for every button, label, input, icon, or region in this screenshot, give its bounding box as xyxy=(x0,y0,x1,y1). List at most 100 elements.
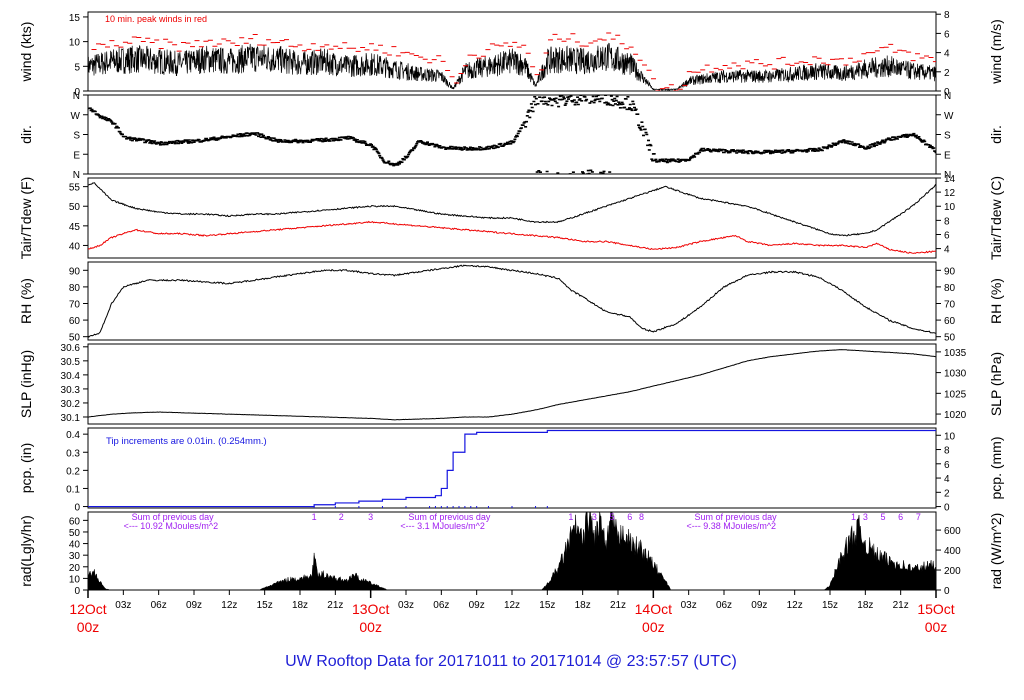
right-tick-label: 6 xyxy=(944,460,950,471)
right-axis-title: RH (%) xyxy=(988,278,1004,324)
time-tick-label: 21z xyxy=(893,600,909,611)
right-tick-label: 0 xyxy=(944,503,950,514)
day-date-label: 13Oct xyxy=(352,601,389,617)
left-tick-label: 50 xyxy=(69,333,81,344)
daily-sum-line2: <--- 3.1 MJoules/m^2 xyxy=(400,521,485,531)
panel-rh: 50 60 70 80 90 50 60 70 80 90 RH (%) RH (%) xyxy=(18,261,1004,344)
time-tick-label: 06z xyxy=(151,600,167,611)
left-axis-title: Tair/Tdew (F) xyxy=(18,177,34,259)
left-axis-title: rad(Lgly/hr) xyxy=(18,515,34,587)
panel-annotation-pcp: Tip increments are 0.01in. (0.254mm.) xyxy=(106,436,267,447)
time-tick-label: 09z xyxy=(469,600,485,611)
left-tick-label: 80 xyxy=(69,283,81,294)
right-tick-label: S xyxy=(944,131,951,142)
left-tick-label: 50 xyxy=(69,528,81,539)
left-tick-label: 55 xyxy=(69,183,81,194)
series-wind-direction xyxy=(88,95,936,174)
panel-frame-temp xyxy=(87,177,937,259)
time-tick-label: 21z xyxy=(327,600,343,611)
time-tick-label: 12z xyxy=(221,600,237,611)
left-tick-label: 30.6 xyxy=(61,343,81,354)
left-tick-label: 10 xyxy=(69,574,81,585)
left-axis-title: pcp. (in) xyxy=(18,443,34,494)
left-tick-label: 30.2 xyxy=(61,399,81,410)
series-tdew xyxy=(88,220,936,254)
right-tick-label: 8 xyxy=(944,216,950,227)
hour-marker-label: 5 xyxy=(880,512,885,522)
left-tick-label: S xyxy=(73,131,80,142)
left-tick-label: 0.1 xyxy=(66,484,80,495)
series-rh xyxy=(88,264,936,338)
right-tick-label: 200 xyxy=(944,566,961,577)
right-axis-title: SLP (hPa) xyxy=(988,352,1004,416)
time-tick-label: 15z xyxy=(822,600,838,611)
left-tick-label: 60 xyxy=(69,316,81,327)
left-tick-label: 0.2 xyxy=(66,466,80,477)
left-tick-label: 60 xyxy=(69,516,81,527)
panel-slp: 30.1 30.2 30.3 30.4 30.5 30.6 1020 1025 1030 1035… xyxy=(18,343,1004,425)
hour-marker-label: 2 xyxy=(339,512,344,522)
left-tick-label: 40 xyxy=(69,241,81,252)
time-tick-label: 06z xyxy=(716,600,732,611)
left-tick-label: 30.3 xyxy=(61,385,81,396)
right-tick-label: 4 xyxy=(944,474,950,485)
time-tick-label: 12z xyxy=(787,600,803,611)
left-axis-title: SLP (inHg) xyxy=(18,350,34,418)
right-tick-label: 8 xyxy=(944,10,950,21)
right-tick-label: 4 xyxy=(944,245,950,256)
time-tick-label: 09z xyxy=(186,600,202,611)
right-tick-label: 4 xyxy=(944,49,950,60)
right-tick-label: 6 xyxy=(944,230,950,241)
hour-marker-label: 3 xyxy=(592,512,597,522)
right-tick-label: N xyxy=(944,91,951,102)
hour-marker-label: 6 xyxy=(627,512,632,522)
left-tick-label: 0 xyxy=(74,503,80,514)
day-time-label: 00z xyxy=(642,619,665,635)
time-tick-label: 03z xyxy=(681,600,697,611)
right-tick-label: 1025 xyxy=(944,389,967,400)
left-axis-title: dir. xyxy=(18,125,34,144)
day-time-label: 00z xyxy=(77,619,100,635)
plot-area-wind xyxy=(88,32,936,91)
time-tick-label: 12z xyxy=(504,600,520,611)
right-tick-label: N xyxy=(944,170,951,181)
right-axis-title: pcp. (mm) xyxy=(988,437,1004,500)
panel-pcp: 0 0.1 0.2 0.3 0.4 0 2 4 6 8 10 pcp. (in) pcp. (mm) Ti… xyxy=(18,427,1004,514)
hour-marker-label: 1 xyxy=(312,512,317,522)
left-tick-label: W xyxy=(71,111,81,122)
left-axis-title: RH (%) xyxy=(18,278,34,324)
panel-frame-rh xyxy=(87,261,937,341)
time-tick-label: 21z xyxy=(610,600,626,611)
left-tick-label: 15 xyxy=(69,13,81,24)
day-date-label: 12Oct xyxy=(69,601,106,617)
right-tick-label: 2 xyxy=(944,68,950,79)
left-tick-label: N xyxy=(73,170,80,181)
time-tick-label: 18z xyxy=(857,600,873,611)
right-tick-label: 400 xyxy=(944,546,961,557)
plot-area-rad xyxy=(88,512,936,590)
panel-wind: 0 5 10 15 0 2 4 6 8 wind (kts) wind (m/s) 10 min. p… xyxy=(18,10,1004,98)
left-tick-label: 10 xyxy=(69,38,81,49)
right-tick-label: 1035 xyxy=(944,348,967,359)
time-tick-label: 03z xyxy=(115,600,131,611)
left-tick-label: 70 xyxy=(69,299,81,310)
plot-area-dir xyxy=(88,95,936,174)
right-tick-label: 1030 xyxy=(944,369,967,380)
panel-temp: 40 45 50 55 4 6 8 10 12 14 Tair/Tdew (F) Tair/Tdew … xyxy=(18,174,1004,260)
day-date-label: 15Oct xyxy=(917,601,954,617)
right-tick-label: 60 xyxy=(944,316,956,327)
time-tick-label: 06z xyxy=(433,600,449,611)
day-date-label: 14Oct xyxy=(635,601,672,617)
series-cumulative-precipitation xyxy=(88,429,936,508)
time-tick-label: 09z xyxy=(751,600,767,611)
left-tick-label: 30.1 xyxy=(61,413,81,424)
right-tick-label: 90 xyxy=(944,266,956,277)
series-slp xyxy=(88,349,936,421)
series-solar-radiation xyxy=(88,512,936,590)
hour-marker-label: 3 xyxy=(863,512,868,522)
panel-frame-slp xyxy=(87,343,937,425)
daily-sum-line2: <--- 10.92 MJoules/m^2 xyxy=(124,521,219,531)
left-tick-label: 0 xyxy=(74,87,80,98)
left-tick-label: 0.4 xyxy=(66,430,80,441)
